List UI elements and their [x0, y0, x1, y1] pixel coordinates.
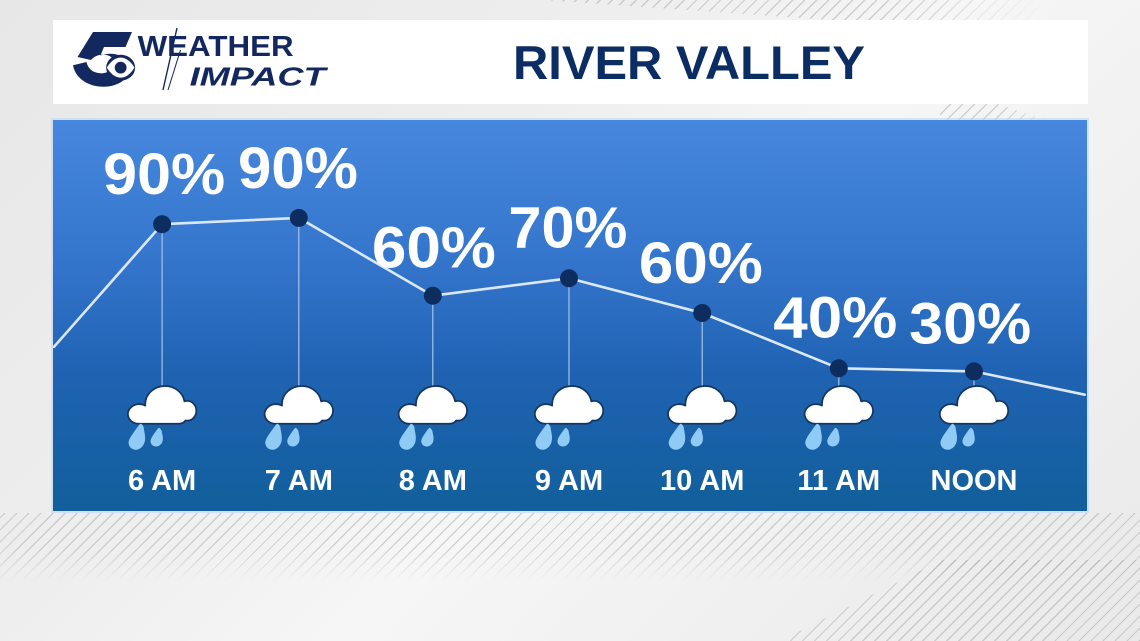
- svg-text:90%: 90%: [103, 142, 225, 207]
- svg-text:6 AM: 6 AM: [128, 465, 196, 497]
- svg-text:NOON: NOON: [931, 465, 1018, 497]
- svg-text:9 AM: 9 AM: [535, 465, 603, 497]
- svg-text:8 AM: 8 AM: [399, 465, 467, 497]
- svg-text:40%: 40%: [773, 286, 897, 351]
- svg-text:RIVER VALLEY: RIVER VALLEY: [513, 36, 865, 89]
- svg-text:30%: 30%: [909, 292, 1031, 357]
- svg-text:70%: 70%: [508, 196, 627, 261]
- svg-text:11 AM: 11 AM: [797, 465, 880, 497]
- svg-text:90%: 90%: [238, 136, 358, 201]
- svg-text:60%: 60%: [639, 231, 763, 296]
- svg-text:10 AM: 10 AM: [660, 465, 744, 497]
- svg-text:60%: 60%: [372, 216, 496, 281]
- svg-text:7 AM: 7 AM: [265, 465, 333, 497]
